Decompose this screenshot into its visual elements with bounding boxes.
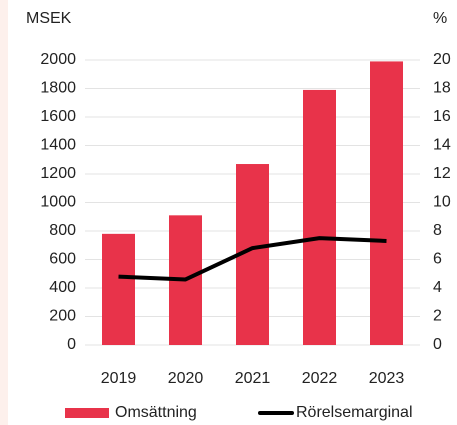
y-tick-label: 1200	[40, 165, 76, 182]
y2-tick-label: 12	[433, 165, 451, 182]
y-tick-label: 400	[49, 279, 76, 296]
y-tick-label: 1000	[40, 194, 76, 211]
legend-label: Rörelsemarginal	[296, 404, 413, 421]
y2-tick-label: 4	[433, 279, 442, 296]
x-tick-label: 2021	[235, 370, 271, 387]
y2-tick-label: 14	[433, 137, 451, 154]
y2-tick-label: 0	[433, 336, 442, 353]
bar	[370, 61, 403, 346]
y2-tick-label: 6	[433, 251, 442, 268]
y-tick-label: 1600	[40, 108, 76, 125]
bar	[303, 89, 336, 345]
x-tick-label: 2019	[101, 370, 137, 387]
y-tick-label: 200	[49, 308, 76, 325]
x-tick-label: 2020	[168, 370, 204, 387]
y2-tick-label: 2	[433, 308, 442, 325]
y-tick-label: 1400	[40, 137, 76, 154]
side-strip	[0, 0, 8, 425]
y2-tick-label: 16	[433, 108, 451, 125]
y2-tick-label: 8	[433, 222, 442, 239]
y-tick-label: 800	[49, 222, 76, 239]
y2-axis-title: %	[433, 10, 447, 27]
y-axis-title: MSEK	[26, 10, 72, 27]
x-tick-label: 2022	[302, 370, 338, 387]
x-tick-label: 2023	[369, 370, 405, 387]
y-tick-label: 1800	[40, 80, 76, 97]
legend-label: Omsättning	[115, 404, 197, 421]
y-tick-label: 600	[49, 251, 76, 268]
y2-tick-label: 20	[433, 51, 451, 68]
y2-tick-label: 18	[433, 80, 451, 97]
y2-tick-label: 10	[433, 194, 451, 211]
y-tick-label: 2000	[40, 51, 76, 68]
line	[118, 236, 387, 282]
bar	[102, 233, 135, 345]
legend-swatch	[65, 408, 109, 418]
y-tick-label: 0	[67, 336, 76, 353]
